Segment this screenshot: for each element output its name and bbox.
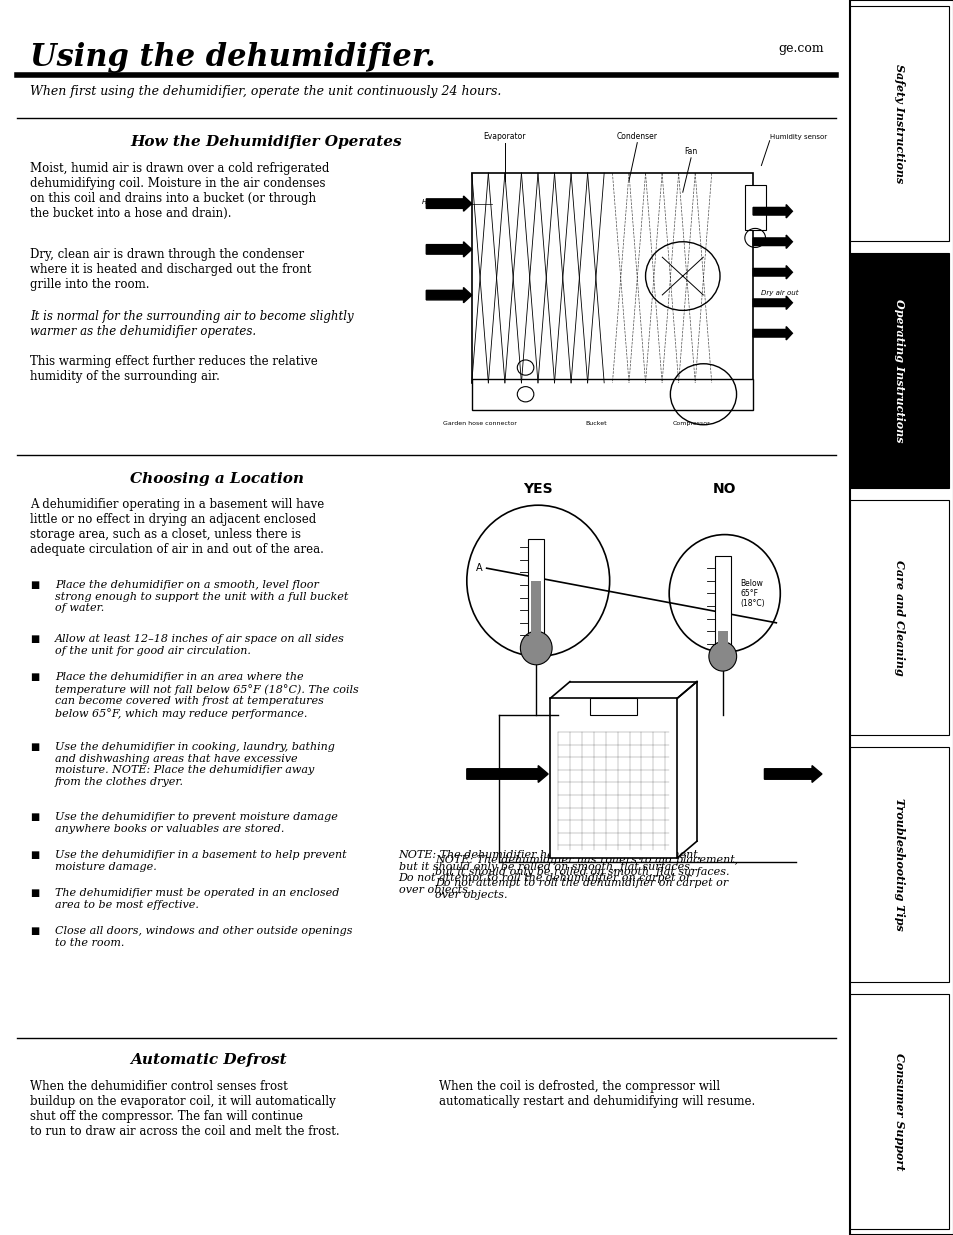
Text: ■: ■ bbox=[30, 850, 39, 860]
Text: ■: ■ bbox=[30, 811, 39, 823]
Text: ■: ■ bbox=[30, 742, 39, 752]
FancyArrow shape bbox=[426, 196, 472, 211]
Text: YES: YES bbox=[523, 482, 553, 495]
Text: Using the dehumidifier.: Using the dehumidifier. bbox=[30, 42, 436, 73]
FancyArrow shape bbox=[466, 766, 548, 783]
Bar bbox=[744, 184, 764, 230]
FancyArrow shape bbox=[752, 326, 792, 340]
Bar bbox=[528, 538, 543, 640]
Text: Choosing a Location: Choosing a Location bbox=[130, 472, 304, 487]
Text: Troubleshooting Tips: Troubleshooting Tips bbox=[893, 798, 903, 931]
Text: NOTE: The dehumidifier has rollers to aid placement,
but it should only be rolle: NOTE: The dehumidifier has rollers to ai… bbox=[398, 850, 701, 895]
Bar bbox=[714, 556, 730, 648]
Text: Dry, clean air is drawn through the condenser
where it is heated and discharged : Dry, clean air is drawn through the cond… bbox=[30, 248, 311, 291]
Text: ■: ■ bbox=[30, 926, 39, 936]
FancyArrow shape bbox=[763, 766, 821, 783]
Text: Use the dehumidifier in cooking, laundry, bathing
and dishwashing areas that hav: Use the dehumidifier in cooking, laundry… bbox=[55, 742, 335, 787]
Text: Use the dehumidifier in a basement to help prevent
moisture damage.: Use the dehumidifier in a basement to he… bbox=[55, 850, 346, 872]
Text: Consumer Support: Consumer Support bbox=[893, 1052, 903, 1171]
Text: This warming effect further reduces the relative
humidity of the surrounding air: This warming effect further reduces the … bbox=[30, 354, 317, 383]
Bar bbox=[472, 379, 752, 410]
FancyArrow shape bbox=[752, 266, 792, 279]
Text: Use the dehumidifier to prevent moisture damage
anywhere books or valuables are : Use the dehumidifier to prevent moisture… bbox=[55, 811, 337, 834]
Text: Fan: Fan bbox=[683, 147, 697, 156]
Text: NOTE: The dehumidifier has rollers to aid placement,
but it should only be rolle: NOTE: The dehumidifier has rollers to ai… bbox=[435, 855, 738, 900]
Text: A: A bbox=[476, 563, 482, 573]
Text: Place the dehumidifier on a smooth, level floor
strong enough to support the uni: Place the dehumidifier on a smooth, leve… bbox=[55, 580, 348, 614]
Text: ■: ■ bbox=[30, 634, 39, 643]
Text: Humid air in: Humid air in bbox=[421, 199, 465, 205]
Bar bbox=[717, 631, 727, 648]
Text: Operating Instructions: Operating Instructions bbox=[893, 299, 903, 442]
Text: It is normal for the surrounding air to become slightly
warmer as the dehumidifi: It is normal for the surrounding air to … bbox=[30, 310, 354, 338]
Text: Automatic Defrost: Automatic Defrost bbox=[130, 1053, 286, 1067]
Bar bbox=[849, 994, 947, 1229]
Text: NO: NO bbox=[712, 482, 736, 495]
Text: Moist, humid air is drawn over a cold refrigerated
dehumidifying coil. Moisture : Moist, humid air is drawn over a cold re… bbox=[30, 162, 329, 220]
Text: Below
65°F
(18°C): Below 65°F (18°C) bbox=[740, 578, 764, 609]
FancyArrow shape bbox=[426, 242, 472, 257]
Text: Safety Instructions: Safety Instructions bbox=[893, 64, 903, 183]
Text: The dehumidifier must be operated in an enclosed
area to be most effective.: The dehumidifier must be operated in an … bbox=[55, 888, 339, 910]
Text: ■: ■ bbox=[30, 672, 39, 682]
Bar bbox=[849, 747, 947, 982]
Text: Evaporator: Evaporator bbox=[483, 132, 526, 141]
Text: How the Dehumidifier Operates: How the Dehumidifier Operates bbox=[130, 135, 401, 149]
Circle shape bbox=[519, 631, 552, 664]
Text: When the dehumidifier control senses frost
buildup on the evaporator coil, it wi: When the dehumidifier control senses fro… bbox=[30, 1079, 339, 1137]
Bar bbox=[472, 173, 752, 383]
Text: ge.com: ge.com bbox=[778, 42, 823, 56]
Text: Compressor: Compressor bbox=[672, 421, 709, 426]
FancyArrow shape bbox=[752, 205, 792, 217]
Text: ■: ■ bbox=[30, 888, 39, 898]
Text: Dry air out: Dry air out bbox=[760, 290, 798, 296]
FancyArrow shape bbox=[426, 288, 472, 303]
Bar bbox=[531, 580, 540, 640]
Text: Humidity sensor: Humidity sensor bbox=[769, 133, 826, 140]
FancyArrow shape bbox=[752, 235, 792, 248]
Bar bbox=[849, 500, 947, 735]
Circle shape bbox=[708, 642, 736, 671]
Bar bbox=[849, 6, 947, 241]
FancyArrow shape bbox=[752, 296, 792, 310]
Bar bbox=[849, 253, 947, 488]
Bar bbox=[589, 699, 637, 715]
Text: Condenser: Condenser bbox=[617, 132, 657, 141]
Text: Close all doors, windows and other outside openings
to the room.: Close all doors, windows and other outsi… bbox=[55, 926, 352, 947]
Text: When first using the dehumidifier, operate the unit continuously 24 hours.: When first using the dehumidifier, opera… bbox=[30, 85, 501, 98]
Text: When the coil is defrosted, the compressor will
automatically restart and dehumi: When the coil is defrosted, the compress… bbox=[438, 1079, 755, 1108]
Text: Garden hose connector: Garden hose connector bbox=[442, 421, 517, 426]
Text: Bucket: Bucket bbox=[584, 421, 606, 426]
Text: Place the dehumidifier in an area where the
temperature will not fall below 65°F: Place the dehumidifier in an area where … bbox=[55, 672, 358, 719]
Text: ■: ■ bbox=[30, 580, 39, 590]
Text: Allow at least 12–18 inches of air space on all sides
of the unit for good air c: Allow at least 12–18 inches of air space… bbox=[55, 634, 345, 656]
Text: A dehumidifier operating in a basement will have
little or no effect in drying a: A dehumidifier operating in a basement w… bbox=[30, 498, 324, 556]
Bar bbox=[550, 699, 677, 858]
Text: Care and Cleaning: Care and Cleaning bbox=[893, 559, 903, 676]
